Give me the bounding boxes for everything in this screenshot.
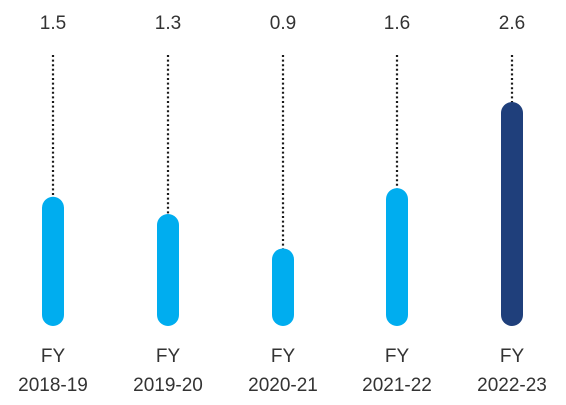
bar-3: [386, 188, 408, 326]
category-label-line1: FY: [41, 346, 66, 367]
bar-2: [272, 248, 294, 326]
value-label: 0.9: [270, 13, 296, 34]
category-label-line2: 2021-22: [362, 375, 432, 396]
category-label-line2: 2019-20: [133, 375, 203, 396]
value-label: 1.6: [384, 13, 410, 34]
value-label: 1.3: [155, 13, 181, 34]
value-label: 2.6: [499, 13, 525, 34]
category-label-line1: FY: [385, 346, 410, 367]
category-label-line1: FY: [156, 346, 181, 367]
bar-1: [157, 214, 179, 326]
category-label-line2: 2020-21: [248, 375, 318, 396]
category-label-line2: 2018-19: [18, 375, 88, 396]
category-label-line2: 2022-23: [477, 375, 547, 396]
bar-0: [42, 196, 64, 326]
value-label: 1.5: [40, 13, 66, 34]
bar-4: [501, 102, 523, 326]
category-label-line1: FY: [500, 346, 525, 367]
category-label-line1: FY: [271, 346, 296, 367]
